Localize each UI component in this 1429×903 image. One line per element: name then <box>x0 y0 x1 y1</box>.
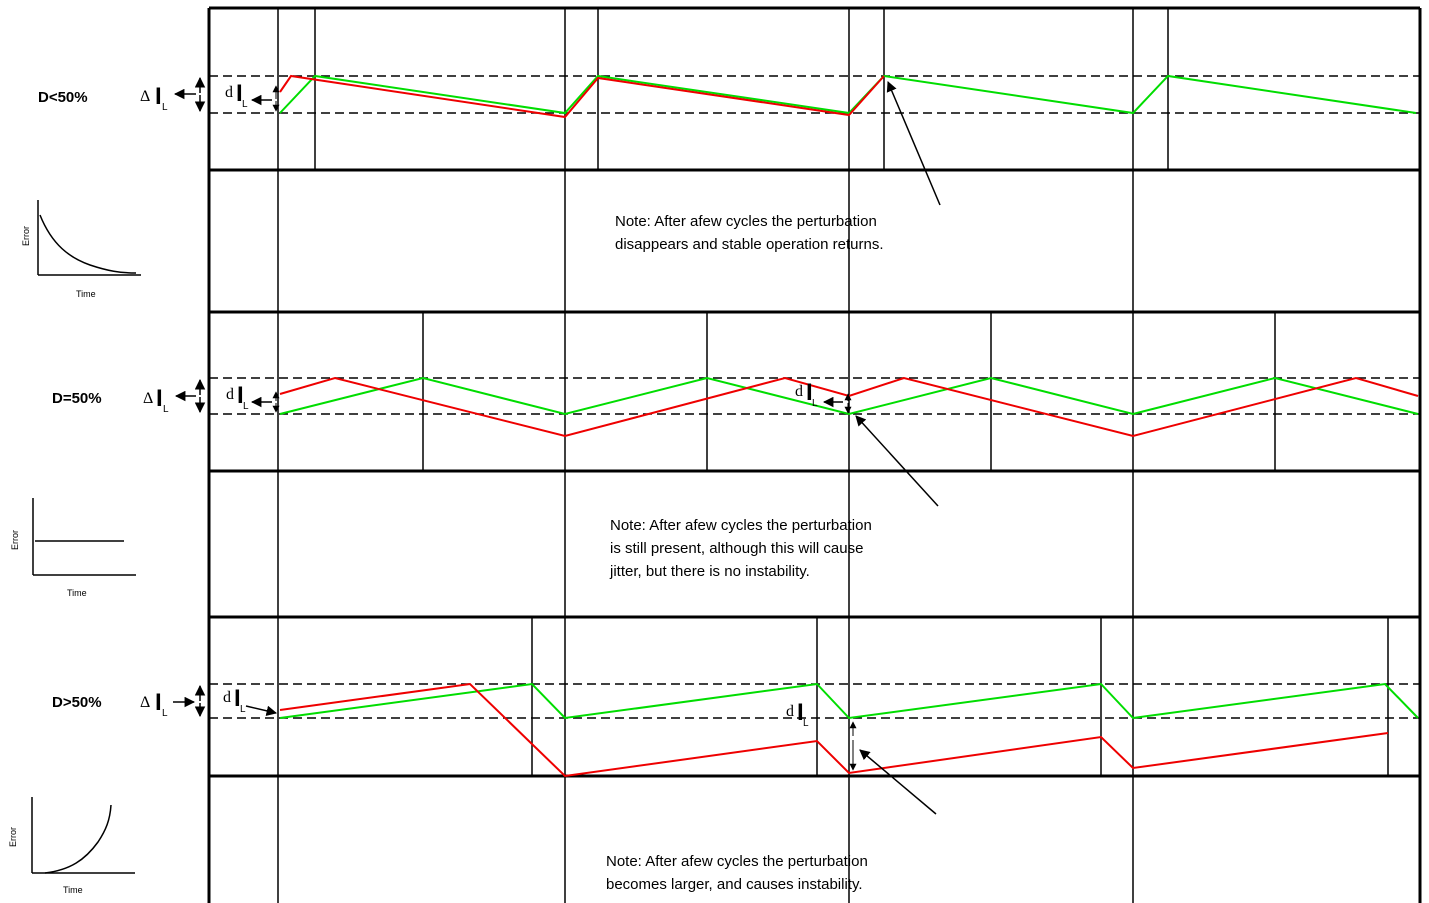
duty-cycle-label: D<50% <box>38 89 88 106</box>
steady-state-waveform-d-eq-50 <box>279 376 1419 416</box>
subscript-l: L <box>240 704 246 715</box>
note-pointer-arrow <box>859 749 937 815</box>
delta-symbol: Δ <box>140 694 150 711</box>
d-symbol: d <box>226 386 234 403</box>
subscript-l: L <box>163 404 169 415</box>
inset-xlabel: Time <box>63 885 83 895</box>
note-line: disappears and stable operation returns. <box>615 236 884 253</box>
subscript-l: L <box>812 398 818 409</box>
inductor-current-symbol: I <box>155 689 162 716</box>
delta-symbol: Δ <box>140 88 150 105</box>
inset-ylabel: Error <box>8 827 18 847</box>
dashed-levels <box>209 75 1420 719</box>
inductor-current-symbol: I <box>156 385 163 412</box>
delta-symbol: Δ <box>143 390 153 407</box>
note-line: is still present, although this will cau… <box>610 540 863 557</box>
inductor-current-symbol: I <box>236 80 243 107</box>
panel-d-eq-50-annotations: D=50% Δ I L d I L d I L Note: After afew… <box>52 378 939 580</box>
duty-cycle-label: D>50% <box>52 694 102 711</box>
d-symbol: d <box>795 383 803 400</box>
d-symbol: d <box>786 703 794 720</box>
note-line: Note: After afew cycles the perturbation <box>615 213 877 230</box>
steady-state-waveform-d-lt-50 <box>279 74 1417 115</box>
error-inset-growing: Error Time <box>8 797 135 895</box>
inductor-current-symbol: I <box>234 685 241 712</box>
note-line: becomes larger, and causes instability. <box>606 876 863 893</box>
panel-d-lt-50-annotations: D<50% Δ I L d I L Note: After afew cycle… <box>38 76 941 253</box>
d-symbol: d <box>223 689 231 706</box>
subscript-l: L <box>162 708 168 719</box>
note-pointer-arrow <box>886 81 941 206</box>
frame <box>207 6 1422 903</box>
note-line: Note: After afew cycles the perturbation <box>606 853 868 870</box>
inductor-current-symbol: I <box>155 83 162 110</box>
inset-xlabel: Time <box>67 588 87 598</box>
inset-ylabel: Error <box>21 226 31 246</box>
subscript-l: L <box>803 718 809 729</box>
arrow-right-icon <box>245 705 278 716</box>
perturbed-waveform-d-gt-50 <box>279 682 1389 778</box>
subscript-l: L <box>242 99 248 110</box>
note-line: jitter, but there is no instability. <box>609 563 810 580</box>
subscript-l: L <box>162 102 168 113</box>
subscript-l: L <box>243 401 249 412</box>
steady-state-waveform-d-gt-50 <box>279 682 1419 720</box>
error-inset-decaying: Error Time <box>21 200 141 299</box>
inductor-current-symbol: I <box>237 382 244 409</box>
error-inset-constant: Error Time <box>10 498 136 598</box>
panel-d-gt-50-annotations: D>50% Δ I L d I L d I L Note: After afew… <box>52 684 937 893</box>
inset-ylabel: Error <box>10 530 20 550</box>
note-pointer-arrow <box>855 415 939 507</box>
perturbed-waveform-d-lt-50 <box>279 74 885 119</box>
note-line: Note: After afew cycles the perturbation <box>610 517 872 534</box>
inductor-current-symbol: I <box>806 379 813 406</box>
inductor-current-symbol: I <box>797 699 804 726</box>
duty-cycle-label: D=50% <box>52 390 102 407</box>
inset-xlabel: Time <box>76 289 96 299</box>
d-symbol: d <box>225 84 233 101</box>
